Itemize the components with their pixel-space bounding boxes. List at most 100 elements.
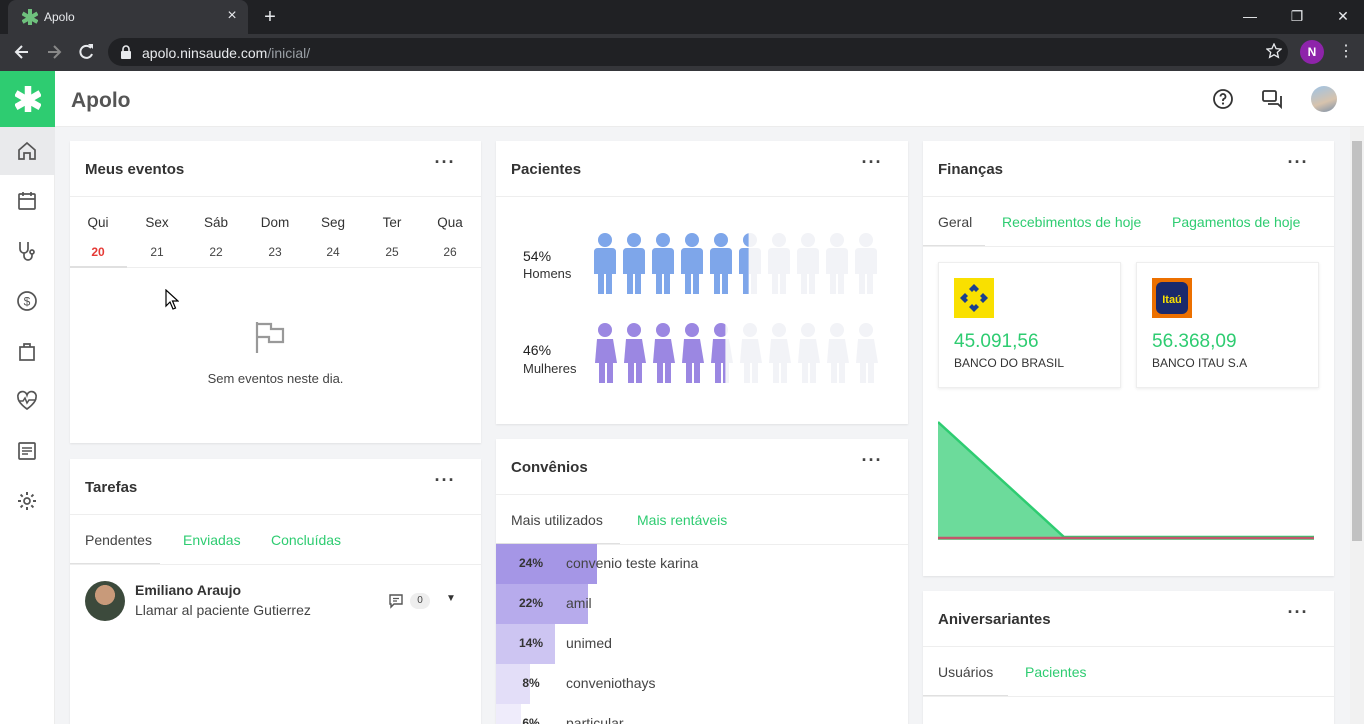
browser-tab-bar: Apolo × + — ❐ ✕ [0, 0, 1364, 34]
app-logo[interactable] [0, 71, 55, 127]
day-name[interactable]: Ter [382, 215, 402, 230]
divider [496, 196, 908, 197]
more-options-icon[interactable]: ··· [1287, 602, 1309, 622]
day-number[interactable]: 24 [326, 245, 340, 259]
day-number-today[interactable]: 20 [91, 245, 105, 259]
day-name[interactable]: Qui [87, 215, 109, 230]
person-icon [682, 323, 704, 383]
asterisk-logo-icon [15, 86, 41, 112]
person-icon [739, 233, 749, 294]
convenio-row[interactable]: 6% particular [496, 704, 908, 724]
person-icon [624, 323, 646, 383]
profile-avatar[interactable]: N [1300, 40, 1324, 64]
person-icon [855, 233, 877, 294]
sidebar-item-calendar[interactable] [0, 177, 55, 225]
avatar[interactable] [85, 581, 125, 621]
tab-mais-rentaveis[interactable]: Mais rentáveis [637, 512, 728, 528]
help-icon[interactable] [1212, 88, 1234, 110]
bank-balance: 45.091,56 [954, 331, 1039, 352]
day-number[interactable]: 26 [443, 245, 457, 259]
url-text: apolo.ninsaude.com/inicial/ [142, 45, 311, 61]
day-name[interactable]: Dom [260, 215, 290, 230]
sidebar-item-home[interactable] [0, 127, 55, 175]
browser-tab[interactable]: Apolo × [8, 0, 248, 34]
chevron-down-icon[interactable]: ▼ [446, 593, 456, 604]
forward-arrow-icon[interactable] [44, 42, 64, 62]
scroll-thumb[interactable] [1352, 141, 1362, 541]
close-window-icon[interactable]: ✕ [1337, 8, 1349, 24]
sidebar-item-finance[interactable]: $ [0, 277, 55, 325]
sidebar: $ [0, 127, 55, 724]
home-icon [18, 141, 36, 160]
sidebar-item-stock[interactable] [0, 327, 55, 375]
more-options-icon[interactable]: ··· [861, 152, 883, 172]
comment-icon[interactable] [388, 593, 404, 609]
user-avatar[interactable] [1311, 86, 1337, 112]
sidebar-item-settings[interactable] [0, 477, 55, 525]
convenio-row[interactable]: 8% conveniothays [496, 664, 908, 704]
url-field[interactable]: apolo.ninsaude.com/inicial/ [108, 38, 1288, 66]
lock-icon [121, 45, 131, 59]
tab-concluidas[interactable]: Concluídas [271, 532, 342, 548]
stethoscope-icon [19, 242, 35, 261]
back-arrow-icon[interactable] [12, 42, 32, 62]
new-tab-icon[interactable]: + [264, 6, 276, 28]
person-icon [594, 233, 616, 294]
day-number[interactable]: 23 [268, 245, 282, 259]
tab-pagamentos-hoje[interactable]: Pagamentos de hoje [1172, 214, 1301, 230]
more-options-icon[interactable]: ··· [434, 470, 456, 490]
tab-geral[interactable]: Geral [938, 214, 973, 230]
day-name[interactable]: Sex [145, 215, 169, 230]
sidebar-item-patients[interactable] [0, 227, 55, 275]
divider [923, 246, 1334, 247]
tab-enviadas[interactable]: Enviadas [183, 532, 241, 548]
task-assignee[interactable]: Emiliano Araujo [135, 582, 242, 598]
bookmark-star-icon[interactable] [1266, 43, 1282, 59]
chat-icon[interactable] [1261, 88, 1283, 110]
tab-recebimentos-hoje[interactable]: Recebimentos de hoje [1002, 214, 1142, 230]
browser-menu-icon[interactable]: ⋮ [1338, 43, 1354, 60]
convenio-name: particular [566, 715, 624, 724]
minimize-icon[interactable]: — [1243, 8, 1257, 24]
selected-day-underline [70, 266, 127, 268]
reload-icon[interactable] [76, 42, 96, 62]
person-icon [798, 323, 820, 383]
tab-usuarios[interactable]: Usuários [938, 664, 994, 680]
report-icon [18, 442, 36, 460]
convenio-row[interactable]: 14% unimed [496, 624, 908, 664]
tab-mais-utilizados[interactable]: Mais utilizados [511, 512, 603, 528]
convenio-percentage: 24% [518, 556, 544, 570]
apolo-favicon-icon [22, 9, 38, 25]
tab-pacientes[interactable]: Pacientes [1025, 664, 1087, 680]
more-options-icon[interactable]: ··· [1287, 152, 1309, 172]
more-options-icon[interactable]: ··· [861, 450, 883, 470]
tab-pendentes[interactable]: Pendentes [85, 532, 152, 548]
day-number[interactable]: 25 [385, 245, 399, 259]
more-options-icon[interactable]: ··· [434, 152, 456, 172]
person-icon [797, 233, 819, 294]
person-icon [856, 323, 878, 383]
restore-icon[interactable]: ❐ [1290, 8, 1304, 24]
convenios-card: Convênios ··· Mais utilizados Mais rentá… [496, 439, 908, 724]
sidebar-item-reports[interactable] [0, 427, 55, 475]
day-name[interactable]: Sáb [203, 215, 229, 230]
convenio-percentage: 6% [522, 716, 540, 724]
task-description[interactable]: Llamar al paciente Gutierrez [135, 602, 311, 618]
mouse-cursor-icon [165, 289, 179, 310]
convenio-row[interactable]: 24% convenio teste karina [496, 544, 908, 584]
sidebar-item-health[interactable] [0, 377, 55, 425]
bank-account-card[interactable]: Itaú 56.368,09 BANCO ITAU S.A [1136, 262, 1319, 388]
tab-close-icon[interactable]: × [227, 7, 237, 24]
convenio-bar [496, 664, 530, 704]
card-title: Pacientes [511, 161, 582, 178]
card-title: Finanças [938, 161, 1004, 178]
convenio-row[interactable]: 22% amil [496, 584, 908, 624]
day-number[interactable]: 22 [209, 245, 223, 259]
day-number[interactable]: 21 [150, 245, 164, 259]
bank-account-card[interactable]: 45.091,56 BANCO DO BRASIL [938, 262, 1121, 388]
day-name[interactable]: Qua [437, 215, 463, 230]
day-name[interactable]: Seg [320, 215, 346, 230]
convenio-bar [496, 544, 597, 584]
divider [496, 544, 908, 545]
page-scrollbar[interactable] [1350, 127, 1364, 724]
